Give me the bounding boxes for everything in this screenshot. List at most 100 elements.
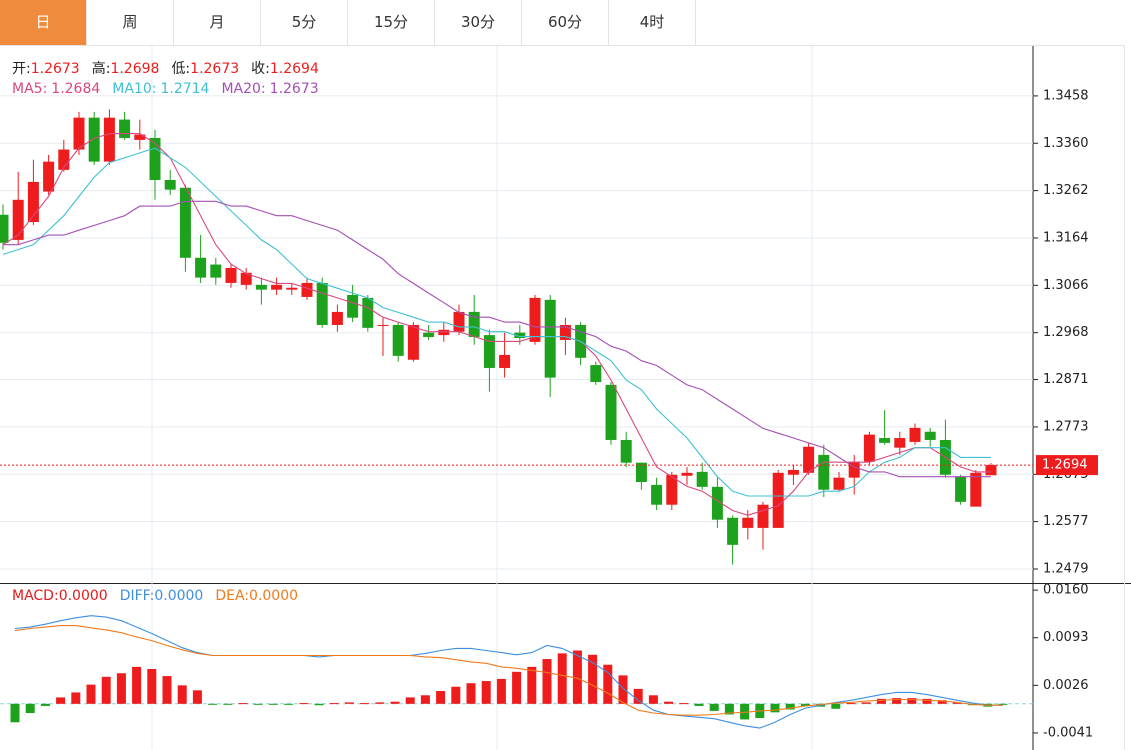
candle-body	[347, 294, 359, 318]
candle-body	[453, 311, 465, 332]
candle-body	[620, 439, 632, 463]
period-tab[interactable]: 5分	[261, 0, 348, 45]
ohlc-item: 低:1.2673	[171, 61, 239, 77]
period-tab[interactable]: 日	[0, 0, 87, 45]
macd-bar	[694, 703, 704, 706]
macd-bar	[116, 673, 126, 704]
macd-legend-item: DEA:0.0000	[215, 588, 298, 604]
candle-body	[88, 117, 100, 162]
macd-bar	[512, 671, 522, 704]
y-tick-label: 0.0160	[1043, 583, 1089, 598]
candle-body	[529, 297, 541, 342]
candle-body	[909, 427, 921, 442]
macd-bar	[724, 703, 734, 715]
candle-body	[651, 484, 663, 505]
ohlc-label: 高:	[91, 61, 111, 77]
macd-bar	[664, 701, 674, 704]
y-tick-label: 1.2871	[1043, 372, 1089, 387]
candle-body	[559, 324, 571, 340]
candle-body	[833, 477, 845, 490]
period-tab[interactable]: 月	[174, 0, 261, 45]
macd-bar	[375, 702, 385, 704]
macd-bar	[132, 666, 142, 704]
macd-bar	[588, 654, 598, 704]
macd-bar	[496, 678, 506, 704]
macd-bar	[253, 703, 263, 705]
candle-body	[605, 384, 617, 440]
ohlc-value: 1.2673	[190, 61, 240, 77]
macd-value: 0.0000	[58, 588, 108, 604]
macd-bar	[952, 702, 962, 704]
candle-body	[970, 472, 982, 507]
candle-body	[848, 461, 860, 478]
candle-body	[286, 287, 298, 290]
macd-bar	[998, 703, 1008, 705]
macd-bar	[25, 703, 35, 714]
macd-bar	[876, 698, 886, 704]
candle-body	[863, 434, 875, 462]
macd-legend-item: MACD:0.0000	[12, 588, 108, 604]
macd-bar	[86, 684, 96, 704]
macd-bar	[40, 703, 50, 706]
period-tab[interactable]: 30分	[435, 0, 522, 45]
candle-body	[803, 446, 815, 473]
ohlc-item: 收:1.2694	[251, 61, 319, 77]
macd-legend: MACD:0.0000 DIFF:0.0000 DEA:0.0000	[12, 588, 310, 604]
ma-legend-item: MA20: 1.2673	[221, 81, 318, 97]
macd-bar	[618, 675, 628, 704]
macd-bar	[892, 698, 902, 704]
macd-bar	[192, 690, 202, 704]
period-tab[interactable]: 60分	[522, 0, 609, 45]
candle-body	[301, 282, 313, 297]
ohlc-label: 开:	[12, 61, 31, 77]
macd-bar	[466, 683, 476, 704]
candle-body	[590, 365, 602, 382]
candle-body	[271, 284, 283, 290]
candle-body	[195, 257, 207, 278]
candle-body	[377, 324, 389, 326]
y-tick-label: 1.3458	[1043, 88, 1089, 103]
macd-value: 0.0000	[154, 588, 204, 604]
period-tab[interactable]: 15分	[348, 0, 435, 45]
candle-body	[696, 471, 708, 487]
ohlc-value: 1.2694	[269, 61, 319, 77]
macd-bar	[557, 653, 567, 704]
macd-bar	[208, 703, 218, 705]
y-tick-label: 1.2773	[1043, 419, 1089, 434]
macd-bar	[284, 703, 294, 705]
candle-body	[635, 462, 647, 483]
ohlc-item: 开:1.2673	[12, 61, 80, 77]
candle-body	[316, 282, 328, 325]
macd-bar	[223, 703, 233, 705]
y-tick-label: 1.3164	[1043, 230, 1089, 245]
ma-name: MA20:	[221, 81, 266, 97]
candle-body	[362, 297, 374, 328]
candle-body	[514, 332, 526, 339]
period-tab[interactable]: 周	[87, 0, 174, 45]
candle-body	[12, 199, 24, 240]
ma-legend: MA5: 1.2684 MA10: 1.2714 MA20: 1.2673	[12, 81, 331, 97]
macd-bar	[922, 698, 932, 704]
macd-bar	[147, 668, 157, 704]
ma-line	[2, 133, 991, 516]
macd-bar	[71, 692, 81, 704]
candle-body	[134, 134, 146, 140]
period-tab[interactable]: 4时	[609, 0, 696, 45]
macd-line	[14, 615, 1003, 729]
candle-body	[210, 264, 222, 278]
y-tick-label: 0.0026	[1043, 678, 1089, 693]
ma-name: MA5:	[12, 81, 48, 97]
macd-legend-item: DIFF:0.0000	[120, 588, 204, 604]
y-tick-label: 1.3066	[1043, 278, 1089, 293]
candle-body	[43, 161, 55, 192]
candle-body	[225, 267, 237, 283]
macd-bar	[572, 650, 582, 704]
macd-bar	[709, 703, 719, 711]
candle-body	[331, 311, 343, 325]
candle-body	[818, 454, 830, 490]
last-price-label: 1.2694	[1042, 458, 1088, 473]
candle-body	[149, 137, 161, 180]
candle-body	[240, 272, 252, 285]
candle-body	[742, 517, 754, 528]
macd-bar	[314, 703, 324, 706]
